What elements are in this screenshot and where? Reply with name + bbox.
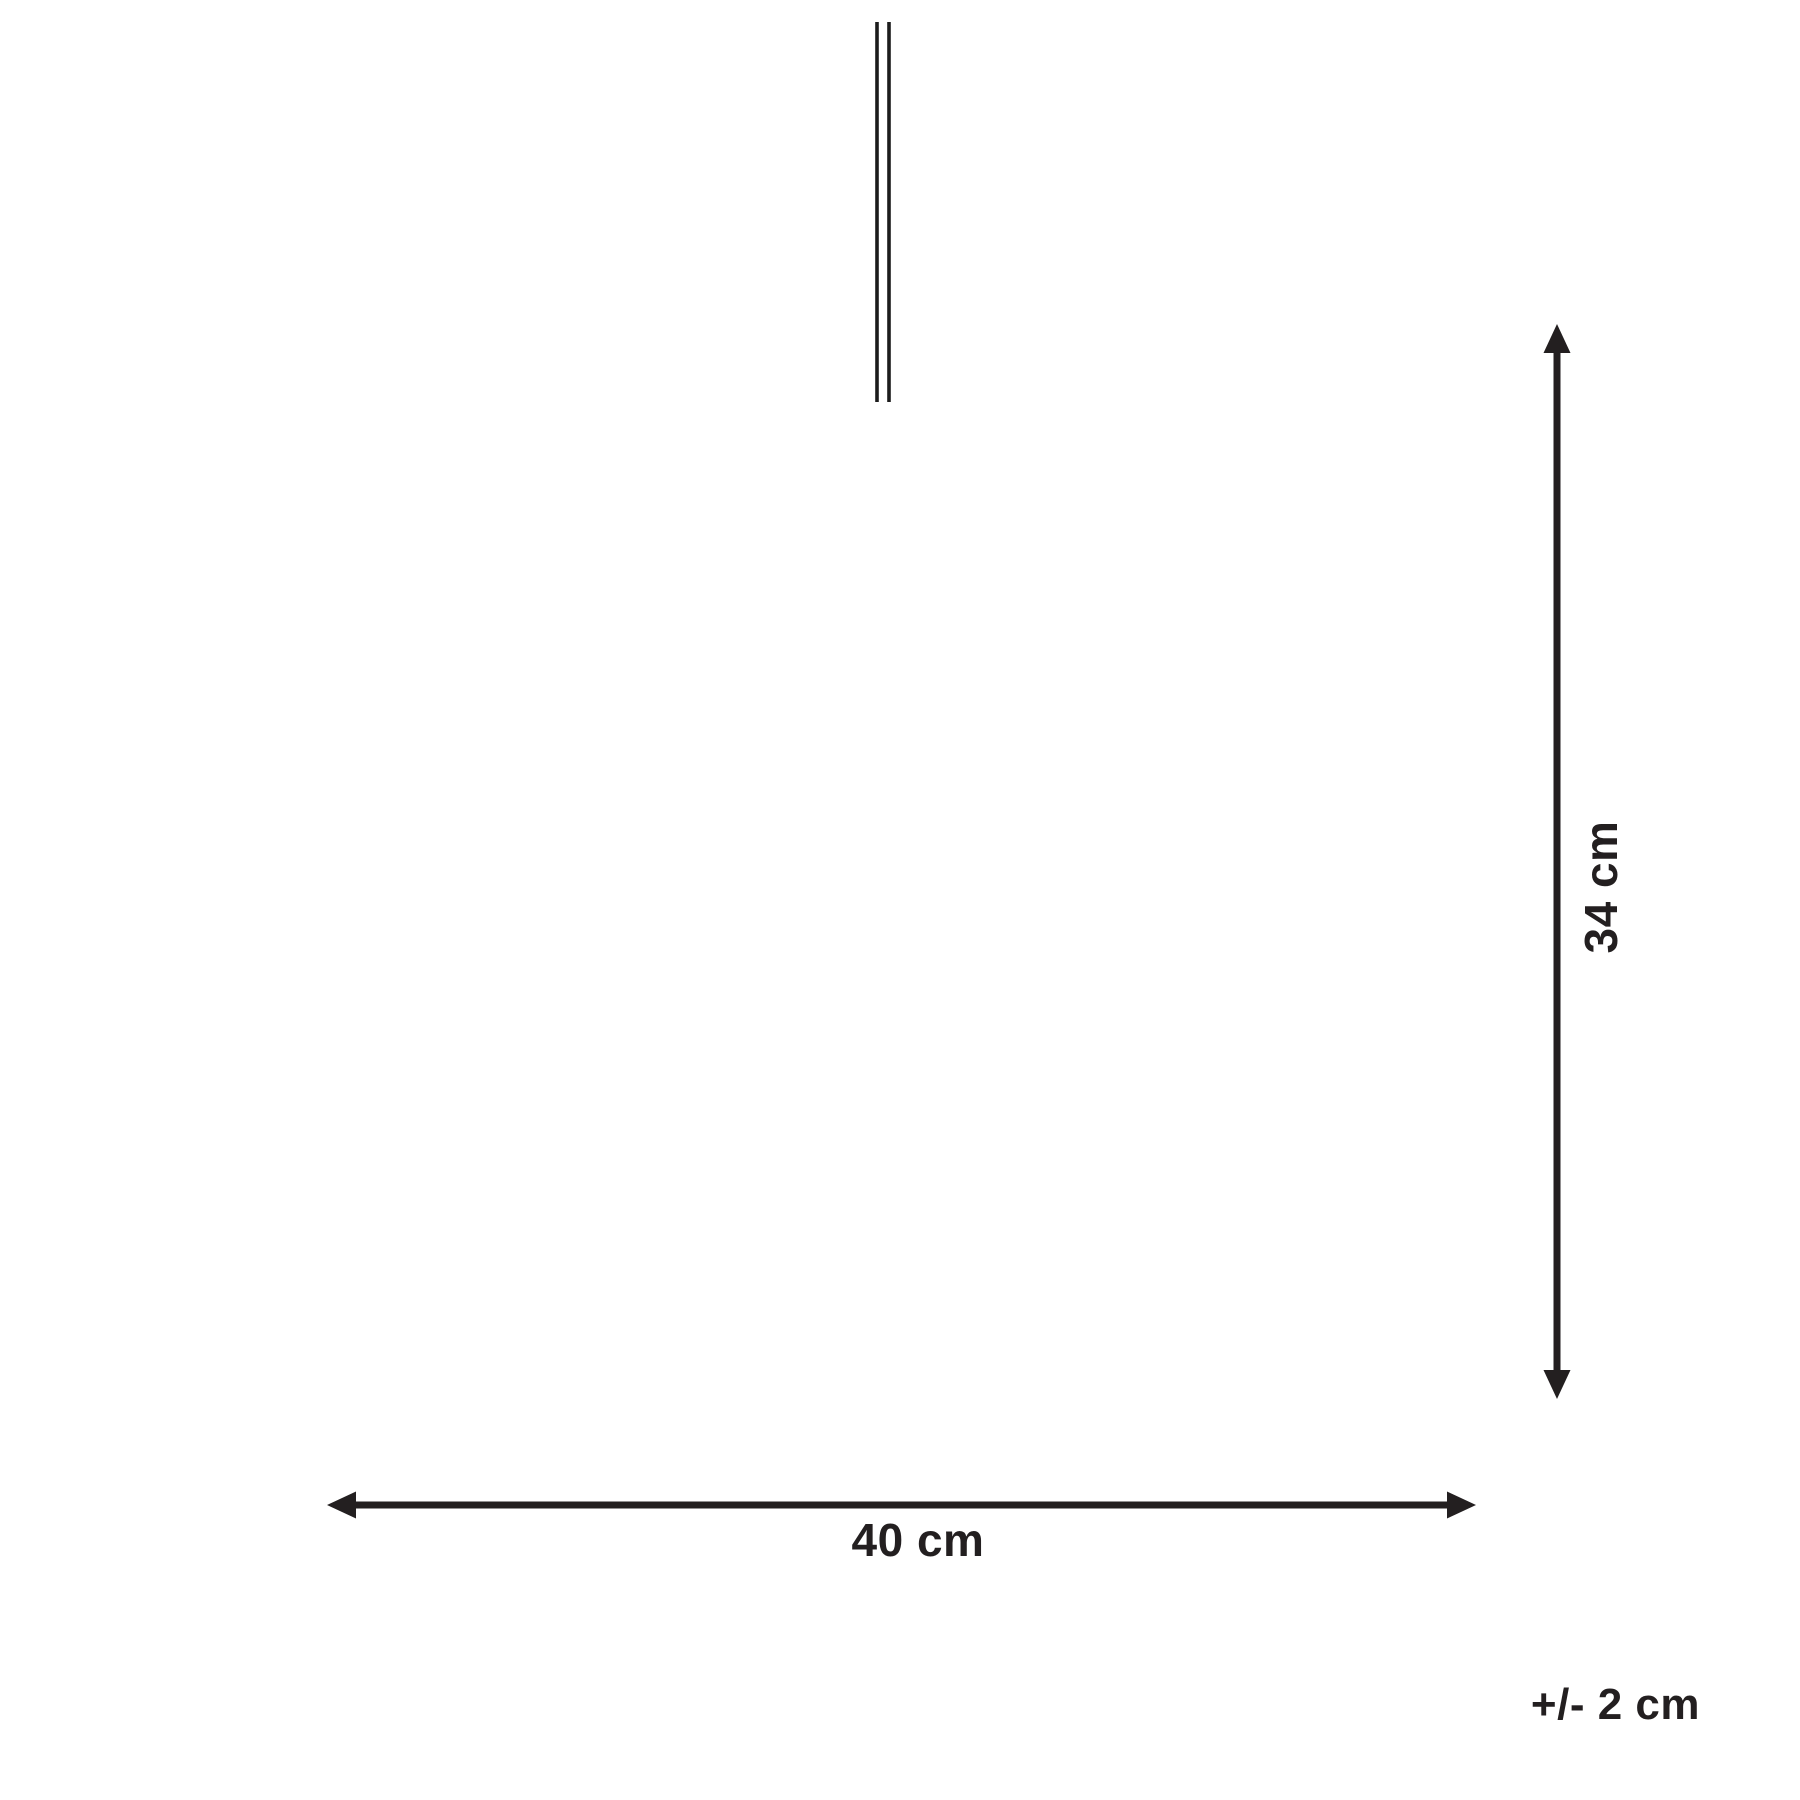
width-dimension-label: 40 cm xyxy=(851,1514,985,1566)
height-dimension-label: 34 cm xyxy=(1575,820,1627,954)
height-dimension-arrow xyxy=(1543,324,1571,1399)
arrow-up-icon xyxy=(1543,324,1571,353)
arrow-down-icon xyxy=(1543,1370,1571,1399)
width-dimension-arrow xyxy=(327,1491,1476,1519)
arrow-right-icon xyxy=(1447,1491,1476,1519)
tolerance-label: +/- 2 cm xyxy=(1530,1680,1700,1729)
arrow-left-icon xyxy=(327,1491,356,1519)
hanging-cord xyxy=(875,22,891,402)
